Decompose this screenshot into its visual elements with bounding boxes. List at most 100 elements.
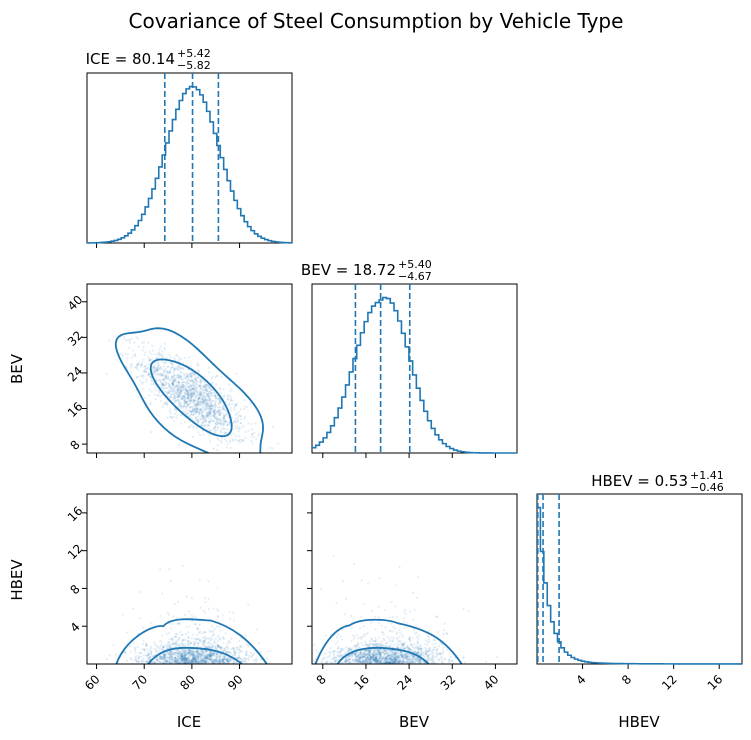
sample-point bbox=[409, 649, 412, 652]
sample-point bbox=[195, 660, 198, 664]
sample-point bbox=[171, 639, 174, 642]
sample-point bbox=[167, 631, 170, 634]
sample-point bbox=[214, 645, 217, 649]
sample-point bbox=[215, 653, 218, 656]
sample-point bbox=[232, 619, 235, 622]
sample-point bbox=[207, 407, 211, 410]
sample-point bbox=[357, 657, 360, 660]
sample-point bbox=[223, 422, 226, 425]
sample-point bbox=[131, 607, 135, 610]
sample-point bbox=[200, 424, 203, 427]
sample-point bbox=[195, 398, 199, 402]
sample-point bbox=[400, 633, 403, 636]
sample-point bbox=[386, 652, 389, 655]
sample-point bbox=[406, 657, 409, 661]
sample-point bbox=[209, 658, 212, 661]
sample-point bbox=[188, 650, 192, 654]
sample-point bbox=[204, 651, 208, 654]
sample-point bbox=[165, 376, 168, 379]
sample-point bbox=[160, 353, 163, 356]
sample-point bbox=[176, 621, 179, 625]
sample-point bbox=[215, 405, 218, 408]
sample-point bbox=[207, 655, 210, 658]
sample-point bbox=[163, 361, 166, 364]
sample-point bbox=[179, 422, 183, 425]
sample-point bbox=[358, 659, 361, 662]
sample-point bbox=[395, 659, 398, 663]
sample-point bbox=[169, 645, 172, 649]
sample-point bbox=[130, 658, 133, 661]
sample-point bbox=[187, 661, 190, 664]
sample-point bbox=[393, 652, 396, 655]
sample-point bbox=[204, 646, 208, 649]
sample-point bbox=[143, 648, 146, 651]
sample-point bbox=[189, 373, 192, 376]
sample-point bbox=[383, 661, 387, 664]
sample-point bbox=[370, 638, 373, 641]
sample-point bbox=[415, 635, 419, 638]
sample-point bbox=[231, 611, 235, 614]
sample-point bbox=[173, 656, 176, 659]
sample-point bbox=[348, 647, 351, 650]
sample-point bbox=[191, 371, 194, 375]
sample-point bbox=[385, 656, 389, 659]
sample-point bbox=[401, 660, 405, 664]
sample-point bbox=[163, 383, 166, 387]
sample-point bbox=[182, 398, 185, 401]
sample-point bbox=[208, 409, 212, 412]
sample-point bbox=[211, 630, 214, 633]
sample-point bbox=[413, 655, 416, 658]
sample-point bbox=[184, 632, 188, 636]
sample-point bbox=[430, 649, 433, 652]
sample-point bbox=[208, 651, 211, 655]
sample-point bbox=[192, 387, 195, 391]
sample-point bbox=[185, 661, 188, 664]
sample-point bbox=[369, 659, 373, 662]
sample-point bbox=[385, 660, 389, 663]
sample-point bbox=[178, 651, 181, 654]
sample-point bbox=[325, 661, 328, 664]
sample-point bbox=[149, 359, 152, 362]
sample-point bbox=[198, 411, 202, 414]
sample-point bbox=[377, 658, 380, 662]
sample-point bbox=[153, 640, 156, 643]
sample-point bbox=[375, 645, 378, 648]
y-tick-label: 12 bbox=[65, 541, 86, 562]
sample-point bbox=[383, 652, 386, 655]
sample-point bbox=[163, 652, 166, 655]
sample-point bbox=[207, 597, 210, 600]
sample-point bbox=[412, 656, 416, 659]
sample-point bbox=[417, 634, 420, 637]
sample-point bbox=[188, 405, 192, 408]
sample-point bbox=[385, 655, 388, 658]
sample-point bbox=[153, 661, 157, 664]
sample-point bbox=[222, 413, 225, 416]
sample-point bbox=[142, 340, 146, 344]
y-tick-label: 16 bbox=[65, 504, 86, 525]
sample-point bbox=[388, 661, 392, 664]
sample-point bbox=[255, 660, 258, 663]
sample-point bbox=[367, 644, 370, 647]
sample-point bbox=[370, 659, 373, 662]
sample-point bbox=[200, 640, 203, 643]
sample-point bbox=[242, 440, 245, 443]
sample-point bbox=[145, 644, 148, 647]
sample-point bbox=[189, 402, 192, 405]
sample-point bbox=[204, 637, 207, 640]
sample-point bbox=[186, 640, 189, 643]
sample-point bbox=[414, 657, 417, 660]
sample-point bbox=[207, 580, 210, 583]
sample-point bbox=[208, 629, 211, 632]
sample-point bbox=[205, 649, 208, 653]
sample-point bbox=[356, 659, 359, 662]
sample-point bbox=[408, 660, 411, 663]
sample-point bbox=[420, 649, 424, 652]
sample-point bbox=[202, 655, 205, 658]
sample-point bbox=[354, 655, 357, 658]
sample-point bbox=[141, 382, 144, 385]
sample-point bbox=[205, 383, 208, 386]
sample-point bbox=[186, 396, 189, 400]
sample-point bbox=[219, 430, 222, 433]
sample-point bbox=[167, 365, 170, 368]
sample-point bbox=[368, 654, 371, 657]
